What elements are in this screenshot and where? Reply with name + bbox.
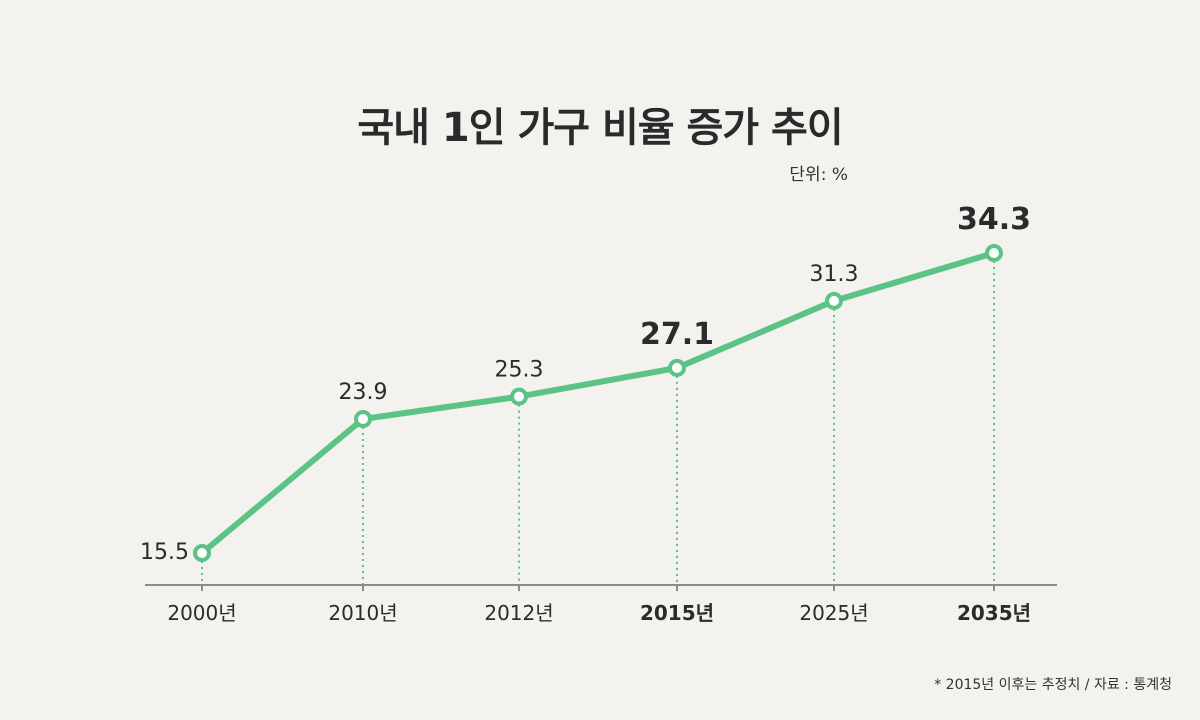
data-label: 34.3 [957, 202, 1031, 237]
data-point [510, 387, 528, 406]
unit-label: 단위: % [789, 165, 848, 185]
data-labels: 15.5 23.9 25.3 27.1 31.3 34.3 [140, 202, 1031, 565]
footnote: * 2015년 이후는 추정치 / 자료 : 통계청 [934, 677, 1172, 693]
x-tick-label: 2000년 [167, 601, 236, 625]
data-label: 15.5 [140, 540, 189, 565]
chart-title: 국내 1인 가구 비율 증가 추이 [357, 105, 843, 151]
data-label: 23.9 [339, 380, 388, 405]
data-point [668, 358, 686, 377]
data-label: 31.3 [810, 262, 859, 287]
x-tick-label: 2012년 [484, 601, 553, 625]
data-label: 27.1 [640, 317, 714, 352]
guide-lines [201, 261, 995, 584]
x-axis-ticks [201, 585, 995, 591]
data-point [985, 244, 1003, 262]
x-tick-label: 2025년 [799, 601, 868, 625]
data-point [354, 409, 372, 428]
data-point [193, 544, 211, 562]
x-tick-labels: 2000년 2010년 2012년 2015년 2025년 2035년 [167, 601, 1031, 625]
data-points [193, 244, 1003, 562]
series-line [199, 250, 997, 556]
x-tick-label: 2015년 [640, 601, 714, 625]
x-tick-label: 2010년 [328, 601, 397, 625]
data-label: 25.3 [495, 358, 544, 383]
x-tick-label: 2035년 [957, 601, 1031, 625]
data-point [825, 291, 843, 310]
